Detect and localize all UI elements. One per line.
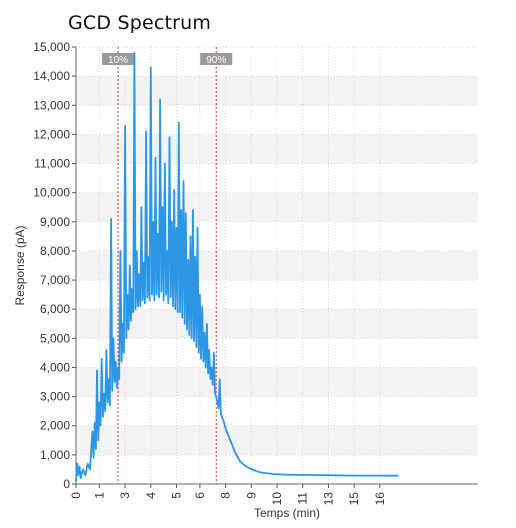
x-tick-label: 10 (270, 492, 284, 506)
x-tick-label: 9 (244, 492, 258, 499)
y-tick-label: 5,000 (40, 331, 70, 345)
y-tick-label: 0 (63, 477, 70, 491)
y-tick-label: 15,000 (33, 40, 70, 54)
x-tick-label: 8 (219, 492, 233, 499)
x-tick-label: 4 (144, 492, 158, 499)
y-tick-label: 8,000 (40, 244, 70, 258)
y-tick-label: 12,000 (33, 127, 70, 141)
marker-label: 90% (206, 55, 226, 66)
marker-label-box (200, 53, 233, 65)
y-tick-label: 11,000 (34, 157, 70, 171)
y-tick-label: 6,000 (40, 302, 70, 316)
y-tick-label: 4,000 (40, 360, 70, 374)
grid-band (76, 367, 478, 397)
series-line (75, 51, 399, 482)
x-axis-label: Temps (min) (254, 506, 320, 520)
x-tick-label: 3 (118, 492, 132, 499)
chart-title: GCD Spectrum (68, 12, 212, 34)
x-tick-label: 11 (296, 492, 310, 505)
y-tick-label: 10,000 (33, 186, 70, 200)
y-tick-label: 14,000 (33, 69, 70, 83)
y-tick-label: 1,000 (40, 448, 70, 462)
marker-label-box (102, 53, 135, 65)
y-axis-label: Response (pA) (13, 225, 27, 305)
x-tick-label: 0 (69, 492, 83, 499)
y-tick-label: 7,000 (40, 273, 70, 287)
y-tick-label: 3,000 (40, 390, 70, 404)
x-tick-label: 1 (92, 492, 106, 499)
x-tick-label: 5 (170, 492, 184, 499)
y-tick-label: 13,000 (33, 98, 70, 112)
y-tick-label: 2,000 (40, 419, 70, 433)
x-tick-label: 13 (321, 492, 335, 506)
marker-label: 10% (108, 55, 128, 66)
x-tick-label: 16 (373, 492, 387, 506)
y-tick-label: 9,000 (40, 215, 70, 229)
x-tick-label: 15 (347, 492, 361, 506)
grid-band (76, 134, 478, 164)
x-tick-label: 6 (193, 492, 207, 499)
